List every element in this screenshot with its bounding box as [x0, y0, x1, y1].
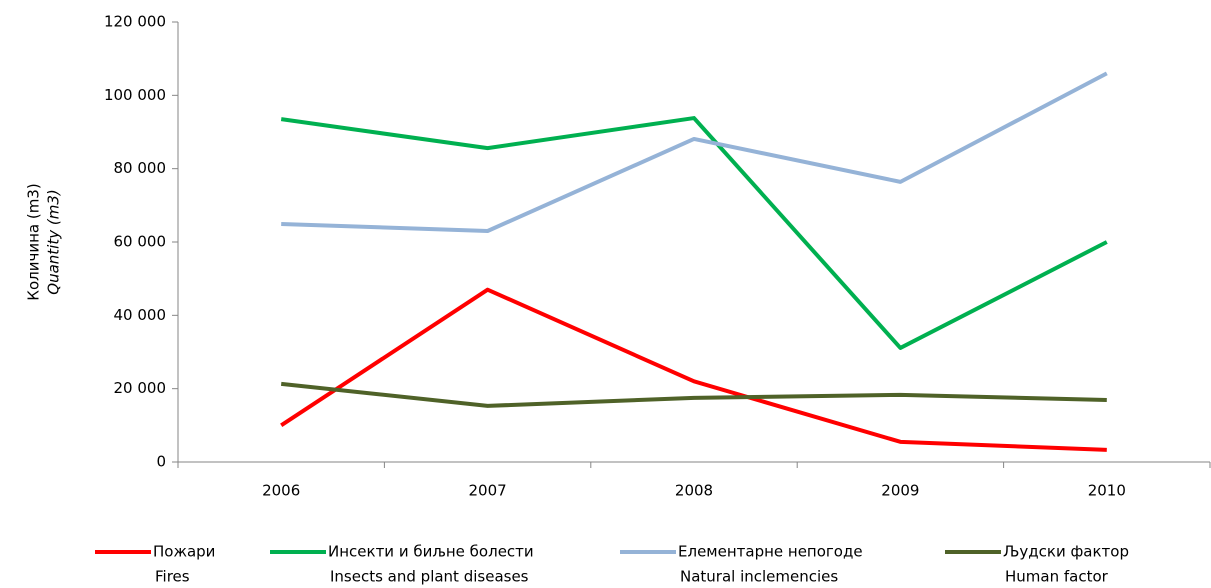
legend-label: Инсекти и биљне болести	[328, 543, 534, 561]
series-line	[281, 71, 1108, 233]
y-axis-label: Количина (m3)	[25, 183, 43, 300]
series-line	[280, 381, 1107, 408]
x-tick-label: 2008	[675, 482, 713, 500]
legend-label-en: Natural inclemencies	[680, 568, 838, 586]
y-tick-label: 100 000	[104, 86, 166, 104]
x-tick-label: 2010	[1088, 482, 1126, 500]
series-line	[280, 116, 1108, 350]
x-tick-label: 2009	[881, 482, 919, 500]
legend-label-en: Fires	[155, 568, 190, 586]
y-tick-label: 60 000	[114, 233, 167, 251]
y-tick-label: 80 000	[114, 159, 167, 177]
y-tick-label: 40 000	[114, 306, 167, 324]
legend-label: Људски фактор	[1003, 543, 1129, 561]
y-axis-label-en: Quantity (m3)	[45, 189, 63, 294]
legend-label: Елементарне непогоде	[678, 543, 863, 561]
y-tick-label: 0	[156, 453, 166, 471]
y-tick-label: 20 000	[114, 379, 167, 397]
x-tick-label: 2007	[469, 482, 507, 500]
y-tick-label: 120 000	[104, 13, 166, 31]
legend-label-en: Insects and plant diseases	[330, 568, 529, 586]
legend-label-en: Human factor	[1005, 568, 1109, 586]
x-tick-label: 2006	[262, 482, 300, 500]
legend-label: Пожари	[153, 543, 215, 561]
series-line	[280, 287, 1107, 452]
